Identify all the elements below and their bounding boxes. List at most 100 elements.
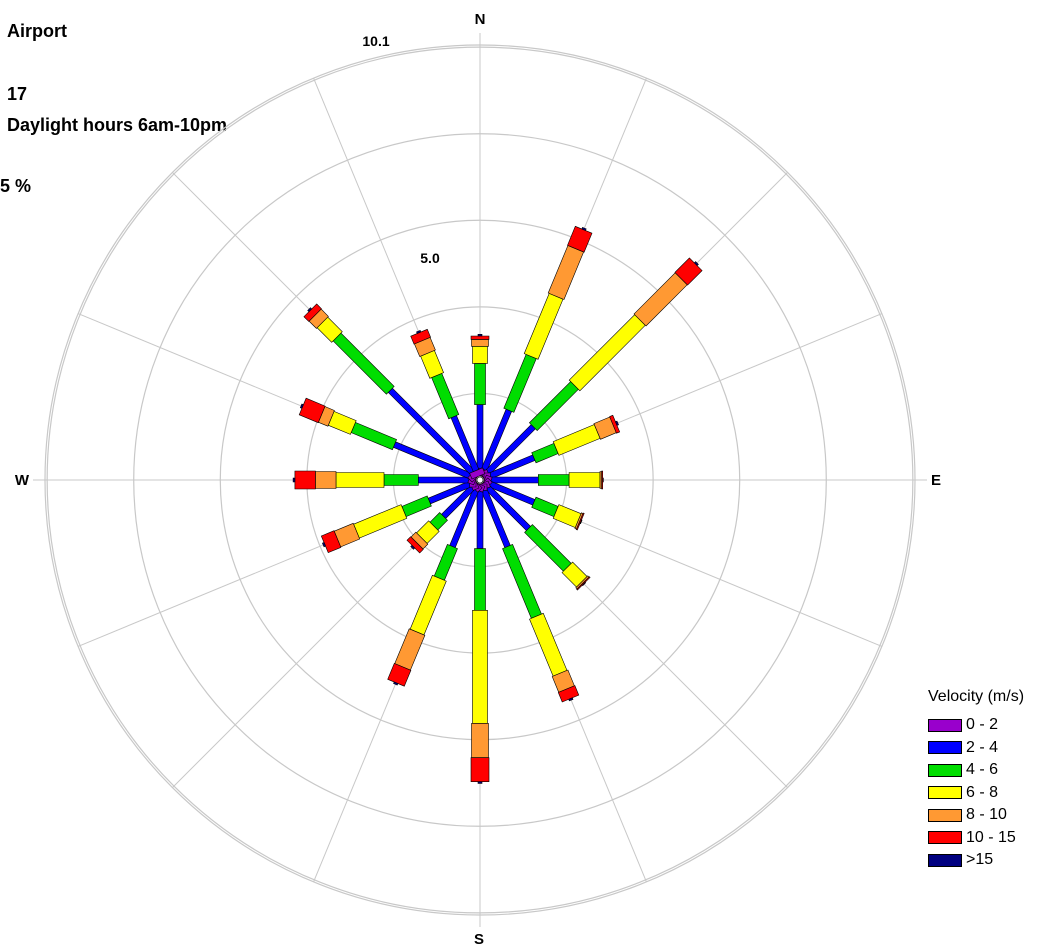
bar-ene-2 xyxy=(531,443,559,464)
bar-nnw-0 xyxy=(469,467,486,480)
bar-n-5 xyxy=(470,335,490,340)
bar-ne-6 xyxy=(693,261,699,267)
bar-n-1 xyxy=(476,404,484,471)
bar-e-1 xyxy=(489,476,539,484)
legend-title: Velocity (m/s) xyxy=(928,688,1025,705)
bar-w-3 xyxy=(335,472,385,488)
bar-s-6 xyxy=(477,781,483,784)
bar-wnw-2 xyxy=(350,422,397,451)
legend-swatch xyxy=(928,718,962,732)
bar-ssw-5 xyxy=(387,663,412,687)
compass-label-e: E xyxy=(931,472,941,489)
bar-w-1 xyxy=(417,476,471,484)
bar-wsw-5 xyxy=(320,530,342,553)
legend-swatch xyxy=(928,741,962,755)
bar-w-4 xyxy=(315,471,337,489)
bar-nw-6 xyxy=(307,307,313,313)
legend-label: 8 - 10 xyxy=(966,806,1007,824)
bar-nne-5 xyxy=(567,225,593,253)
bar-nw-2 xyxy=(332,332,395,395)
bar-ssw-6 xyxy=(393,681,399,686)
bar-sse-6 xyxy=(568,697,574,702)
bar-n-6 xyxy=(477,333,483,337)
chart-header-line-2: 17 xyxy=(7,84,28,104)
bar-e-2 xyxy=(537,474,570,486)
axis-labels: N E S W 5.0 10.1 xyxy=(15,11,941,946)
legend-label: 4 - 6 xyxy=(966,761,999,779)
legend-item: >15 xyxy=(928,849,1024,872)
chart-header-line-3: Daylight hours 6am-10pm xyxy=(7,115,228,135)
legend-label: 6 - 8 xyxy=(966,783,999,801)
bar-ese-6 xyxy=(579,519,583,525)
bar-se-6 xyxy=(581,581,587,587)
bar-e-3 xyxy=(568,472,601,488)
bar-ne-5 xyxy=(674,257,703,286)
bar-s-4 xyxy=(471,723,489,759)
bar-wsw-2 xyxy=(401,495,432,517)
legend-swatch xyxy=(928,786,962,800)
bar-e-6 xyxy=(602,477,604,483)
bar-ne-2 xyxy=(528,381,579,432)
bar-ene-6 xyxy=(614,420,620,426)
bar-ene-3 xyxy=(552,424,601,456)
legend-swatch xyxy=(928,853,962,867)
bar-nnw-5 xyxy=(410,328,431,345)
legend-swatch xyxy=(928,808,962,822)
bar-e-5 xyxy=(601,470,604,490)
center-dot xyxy=(476,476,484,484)
bar-wnw-5 xyxy=(298,397,326,424)
legend-item: 8 - 10 xyxy=(928,804,1024,827)
bar-n-4 xyxy=(471,339,489,347)
bar-s-1 xyxy=(476,489,484,549)
bar-s-3 xyxy=(472,609,488,724)
bar-wnw-6 xyxy=(299,403,304,409)
bar-nw-5 xyxy=(303,303,322,322)
bar-n-2 xyxy=(474,363,486,405)
legend-item: 6 - 8 xyxy=(928,782,1024,805)
bar-se-5 xyxy=(576,576,591,591)
bar-w-2 xyxy=(383,474,419,486)
compass-label-s: S xyxy=(474,931,484,946)
bar-sw-5 xyxy=(406,536,424,554)
bar-nnw-6 xyxy=(416,330,422,334)
bar-ne-4 xyxy=(633,272,688,327)
legend-swatch xyxy=(928,831,962,845)
bar-s-5 xyxy=(470,757,490,783)
bar-sw-6 xyxy=(410,544,416,550)
bar-s-2 xyxy=(474,548,486,611)
bar-wsw-3 xyxy=(353,504,408,539)
bar-ese-5 xyxy=(575,512,585,531)
bar-ene-5 xyxy=(609,414,621,434)
bar-sse-5 xyxy=(557,685,580,703)
bar-ssw-4 xyxy=(394,628,426,671)
compass-label-n: N xyxy=(475,11,486,28)
chart-header-line-4: 5 % xyxy=(0,176,32,196)
bar-wsw-6 xyxy=(322,542,326,548)
bar-nne-3 xyxy=(523,293,564,360)
ring-label-outer: 10.1 xyxy=(362,33,389,49)
bar-nnw-2 xyxy=(431,373,460,420)
legend-label: 0 - 2 xyxy=(966,716,999,734)
bar-nne-6 xyxy=(581,227,587,231)
ring-label-inner: 5.0 xyxy=(420,250,440,266)
bar-ne-3 xyxy=(568,314,646,392)
bar-w-6 xyxy=(292,477,296,483)
legend-swatch xyxy=(928,763,962,777)
legend-label: 10 - 15 xyxy=(966,828,1016,846)
bar-se-2 xyxy=(524,524,572,572)
legend: Velocity (m/s) 0 - 2 2 - 4 4 - 6 6 - 8 8… xyxy=(928,688,1024,872)
legend-label: 2 - 4 xyxy=(966,738,999,756)
bar-ese-2 xyxy=(531,496,559,517)
wind-rose-bars xyxy=(292,225,703,784)
bar-ssw-3 xyxy=(409,574,447,636)
chart-header-line-1: Airport xyxy=(7,21,67,41)
bar-n-3 xyxy=(472,345,488,364)
bar-nne-4 xyxy=(547,245,584,300)
legend-item: 4 - 6 xyxy=(928,759,1024,782)
legend-item: 10 - 15 xyxy=(928,827,1024,850)
legend-item: 2 - 4 xyxy=(928,737,1024,760)
legend-item: 0 - 2 xyxy=(928,714,1024,737)
compass-label-w: W xyxy=(15,472,30,489)
bar-w-5 xyxy=(294,470,316,490)
